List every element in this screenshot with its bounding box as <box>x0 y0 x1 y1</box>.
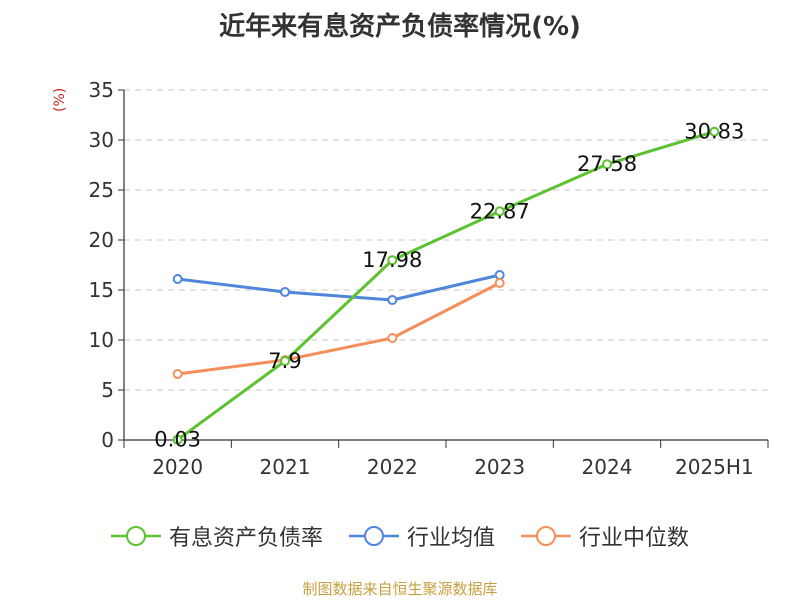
x-tick-label-2: 2022 <box>367 455 418 479</box>
legend-item-series-0[interactable]: 有息资产负债率 <box>110 520 323 552</box>
y-tick-label-1: 5 <box>101 378 114 402</box>
series-line-2 <box>177 281 501 376</box>
legend-marker-series-1 <box>348 526 399 546</box>
chart-title: 近年来有息资产负债率情况(%) <box>219 12 581 42</box>
x-tick-label-5: 2025H1 <box>675 455 754 479</box>
legend-item-series-2[interactable]: 行业中位数 <box>521 520 689 552</box>
x-tick-label-3: 2023 <box>474 455 525 479</box>
series-2-point-0 <box>172 369 183 379</box>
legend-label-series-1: 行业均值 <box>406 526 495 551</box>
chart-plot-area: 0 5 10 15 20 25 30 35 2020 2021 2022 2023 2024 2025H1… <box>89 78 769 479</box>
data-label-0: 0.03 <box>154 428 201 452</box>
x-tick-label-4: 2024 <box>582 455 633 479</box>
series-0-point-1 <box>280 356 290 366</box>
y-tick-label-6: 30 <box>89 128 114 152</box>
y-tick-label-4: 20 <box>89 228 114 252</box>
y-tick-label-0: 0 <box>101 428 114 452</box>
chart-legend: 有息资产负债率 行业均值 行业中位数 <box>0 520 800 552</box>
series-0-point-5 <box>709 126 720 137</box>
data-label-2: 17.98 <box>362 248 422 272</box>
series-line-1 <box>177 273 501 302</box>
x-tick-label-1: 2021 <box>260 455 311 479</box>
series-0-point-3 <box>494 206 505 217</box>
series-1-point-0 <box>172 274 183 284</box>
series-line-0 <box>176 130 715 441</box>
x-tick-label-0: 2020 <box>152 455 203 479</box>
legend-label-series-2: 行业中位数 <box>579 526 690 551</box>
data-label-4: 27.58 <box>577 152 637 176</box>
y-tick-label-3: 15 <box>89 278 114 302</box>
series-1-point-2 <box>387 295 398 305</box>
data-source-note: 制图数据来自恒生聚源数据库 <box>302 580 498 598</box>
data-label-3: 22.87 <box>470 199 530 223</box>
legend-item-series-1[interactable]: 行业均值 <box>348 520 495 552</box>
legend-label-series-0: 有息资产负债率 <box>168 526 323 551</box>
series-2-point-2 <box>387 333 398 343</box>
series-2-point-3 <box>494 278 505 288</box>
y-tick-label-5: 25 <box>89 178 114 202</box>
series-0-point-4 <box>602 159 612 170</box>
y-tick-label-2: 10 <box>89 328 114 352</box>
series-0-point-0 <box>172 434 183 445</box>
legend-marker-series-2 <box>521 526 571 546</box>
data-label-1: 7.9 <box>268 349 301 373</box>
legend-marker-series-0 <box>110 526 161 546</box>
data-label-5: 30.83 <box>684 120 744 144</box>
series-0-point-2 <box>387 255 398 266</box>
series-1-point-1 <box>280 287 290 297</box>
series-1-point-3 <box>494 270 505 280</box>
y-tick-label-7: 35 <box>89 78 114 102</box>
